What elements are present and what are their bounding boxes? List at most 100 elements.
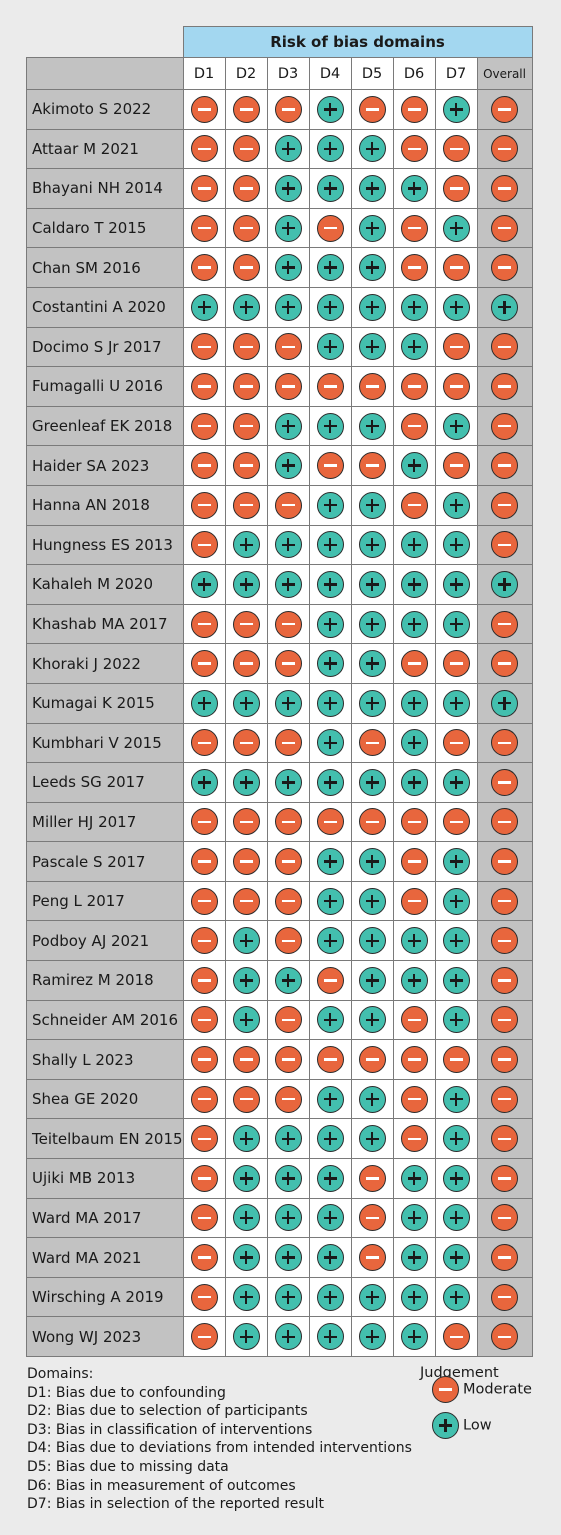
judgement-cell-d3 bbox=[266, 405, 310, 447]
judgement-cell-d7 bbox=[434, 484, 478, 526]
column-header-d2: D2 bbox=[224, 57, 268, 90]
low-judgement-icon bbox=[400, 452, 428, 480]
table-row: Hanna AN 2018 bbox=[26, 484, 533, 526]
judgement-cell-d4 bbox=[308, 999, 352, 1041]
moderate-judgement-icon bbox=[232, 650, 260, 678]
judgement-cell-d1 bbox=[182, 960, 226, 1001]
moderate-judgement-icon bbox=[190, 729, 218, 757]
study-label: Greenleaf EK 2018 bbox=[26, 405, 184, 447]
judgement-cell-d6 bbox=[392, 722, 436, 764]
low-judgement-icon bbox=[274, 254, 302, 282]
judgement-cell-d5 bbox=[350, 405, 394, 447]
moderate-judgement-icon bbox=[316, 214, 344, 242]
low-judgement-icon bbox=[491, 293, 519, 321]
study-label: Attaar M 2021 bbox=[26, 128, 184, 170]
judgement-cell-d7 bbox=[434, 1276, 478, 1318]
judgement-cell-d5 bbox=[350, 89, 394, 130]
judgement-cell-d4 bbox=[308, 524, 352, 566]
low-judgement-icon bbox=[358, 768, 386, 796]
low-judgement-icon bbox=[442, 848, 470, 876]
study-label: Wirsching A 2019 bbox=[26, 1276, 184, 1318]
moderate-judgement-icon bbox=[190, 254, 218, 282]
judgement-cell-d7 bbox=[434, 603, 478, 645]
judgement-legend-label: Low bbox=[463, 1417, 492, 1434]
column-header-overall: Overall bbox=[476, 57, 533, 90]
moderate-judgement-icon bbox=[190, 95, 218, 123]
judgement-cell-overall bbox=[476, 682, 533, 724]
moderate-judgement-icon bbox=[190, 808, 218, 836]
judgement-cell-d4 bbox=[308, 682, 352, 724]
domain-definition: D3: Bias in classification of interventi… bbox=[27, 1421, 313, 1438]
judgement-cell-overall bbox=[476, 286, 533, 328]
moderate-judgement-icon bbox=[491, 491, 519, 519]
judgement-cell-d1 bbox=[182, 682, 226, 724]
judgement-cell-d3 bbox=[266, 762, 310, 803]
judgement-cell-d4 bbox=[308, 1078, 352, 1120]
low-judgement-icon bbox=[442, 531, 470, 559]
judgement-cell-d2 bbox=[224, 1237, 268, 1278]
judgement-cell-d4 bbox=[308, 1039, 352, 1080]
judgement-cell-d3 bbox=[266, 1316, 310, 1357]
judgement-cell-d2 bbox=[224, 682, 268, 724]
judgement-cell-d7 bbox=[434, 1118, 478, 1160]
judgement-cell-d6 bbox=[392, 1316, 436, 1357]
moderate-judgement-icon bbox=[400, 808, 428, 836]
judgement-cell-d5 bbox=[350, 286, 394, 328]
judgement-cell-overall bbox=[476, 89, 533, 130]
table-row: Haider SA 2023 bbox=[26, 445, 533, 486]
low-judgement-icon bbox=[358, 412, 386, 440]
low-judgement-icon bbox=[316, 1283, 344, 1311]
low-judgement-icon bbox=[316, 254, 344, 282]
column-header-d6: D6 bbox=[392, 57, 436, 90]
low-judgement-icon bbox=[316, 689, 344, 717]
judgement-cell-d3 bbox=[266, 89, 310, 130]
judgement-cell-d1 bbox=[182, 841, 226, 882]
judgement-cell-d7 bbox=[434, 286, 478, 328]
low-judgement-icon bbox=[442, 293, 470, 321]
moderate-judgement-icon bbox=[190, 491, 218, 519]
domain-definition: D1: Bias due to confounding bbox=[27, 1384, 226, 1401]
judgement-cell-d7 bbox=[434, 524, 478, 566]
moderate-judgement-icon bbox=[190, 1125, 218, 1153]
judgement-cell-d6 bbox=[392, 960, 436, 1001]
judgement-cell-d3 bbox=[266, 999, 310, 1041]
judgement-cell-d5 bbox=[350, 762, 394, 803]
judgement-cell-d4 bbox=[308, 564, 352, 605]
judgement-cell-d2 bbox=[224, 168, 268, 209]
moderate-judgement-icon bbox=[274, 95, 302, 123]
moderate-judgement-icon bbox=[491, 214, 519, 242]
judgement-cell-d3 bbox=[266, 366, 310, 407]
moderate-judgement-icon bbox=[274, 808, 302, 836]
judgement-cell-d1 bbox=[182, 286, 226, 328]
judgement-cell-d4 bbox=[308, 801, 352, 843]
judgement-cell-d7 bbox=[434, 722, 478, 764]
moderate-judgement-icon bbox=[491, 729, 519, 757]
judgement-cell-d5 bbox=[350, 682, 394, 724]
study-label: Costantini A 2020 bbox=[26, 286, 184, 328]
moderate-judgement-icon bbox=[491, 1125, 519, 1153]
judgement-cell-d1 bbox=[182, 168, 226, 209]
moderate-judgement-icon bbox=[358, 1244, 386, 1272]
moderate-judgement-icon bbox=[358, 95, 386, 123]
moderate-judgement-icon bbox=[491, 531, 519, 559]
moderate-judgement-icon bbox=[400, 1046, 428, 1074]
low-judgement-icon bbox=[274, 531, 302, 559]
study-label: Ujiki MB 2013 bbox=[26, 1158, 184, 1199]
low-judgement-icon bbox=[358, 293, 386, 321]
judgement-cell-d2 bbox=[224, 920, 268, 962]
judgement-cell-d3 bbox=[266, 801, 310, 843]
moderate-judgement-icon bbox=[232, 372, 260, 400]
moderate-judgement-icon bbox=[491, 1006, 519, 1034]
moderate-judgement-icon bbox=[442, 174, 470, 202]
table-row: Khashab MA 2017 bbox=[26, 603, 533, 645]
study-label: Kumagai K 2015 bbox=[26, 682, 184, 724]
judgement-cell-d4 bbox=[308, 920, 352, 962]
moderate-judgement-icon bbox=[316, 1046, 344, 1074]
judgement-cell-d1 bbox=[182, 999, 226, 1041]
judgement-cell-d2 bbox=[224, 722, 268, 764]
judgement-cell-d7 bbox=[434, 880, 478, 922]
judgement-cell-d5 bbox=[350, 603, 394, 645]
study-label: Hanna AN 2018 bbox=[26, 484, 184, 526]
judgement-cell-d7 bbox=[434, 128, 478, 170]
moderate-judgement-icon bbox=[274, 1046, 302, 1074]
